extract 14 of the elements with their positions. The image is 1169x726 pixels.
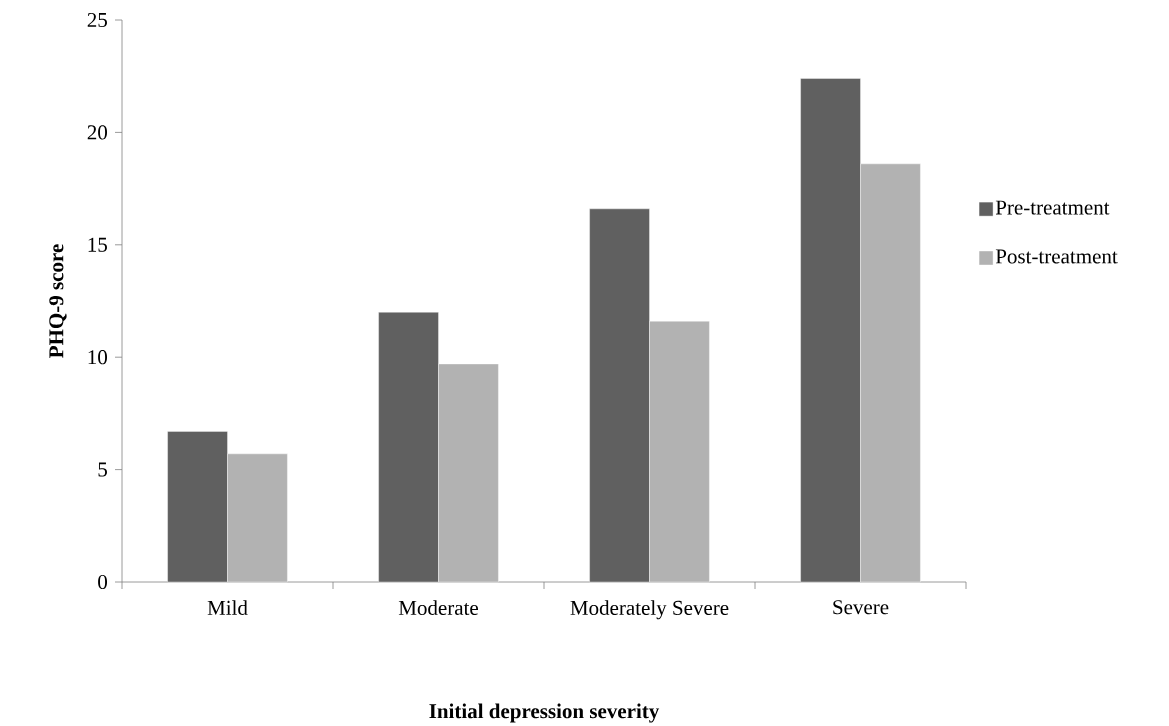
y-tick-label: 10 — [88, 350, 108, 365]
y-tick-label: 0 — [98, 574, 108, 590]
legend-label: Pre-treatment — [995, 200, 1110, 215]
y-tick-label: 25 — [87, 12, 107, 28]
y-axis-title: PHQ-9 score — [49, 244, 67, 358]
y-tick-label: 20 — [87, 125, 108, 140]
x-axis-title: Initial depression severity — [429, 703, 660, 723]
y-tick-label: 15 — [88, 237, 107, 252]
y-tick-label: 5 — [98, 462, 107, 477]
x-tick-label: Mild — [207, 600, 248, 615]
x-tick-label: Moderately Severe — [570, 600, 729, 620]
x-tick-label: Moderate — [398, 600, 479, 615]
x-tick-label: Severe — [833, 600, 889, 615]
legend-label: Post-treatment — [995, 249, 1118, 264]
